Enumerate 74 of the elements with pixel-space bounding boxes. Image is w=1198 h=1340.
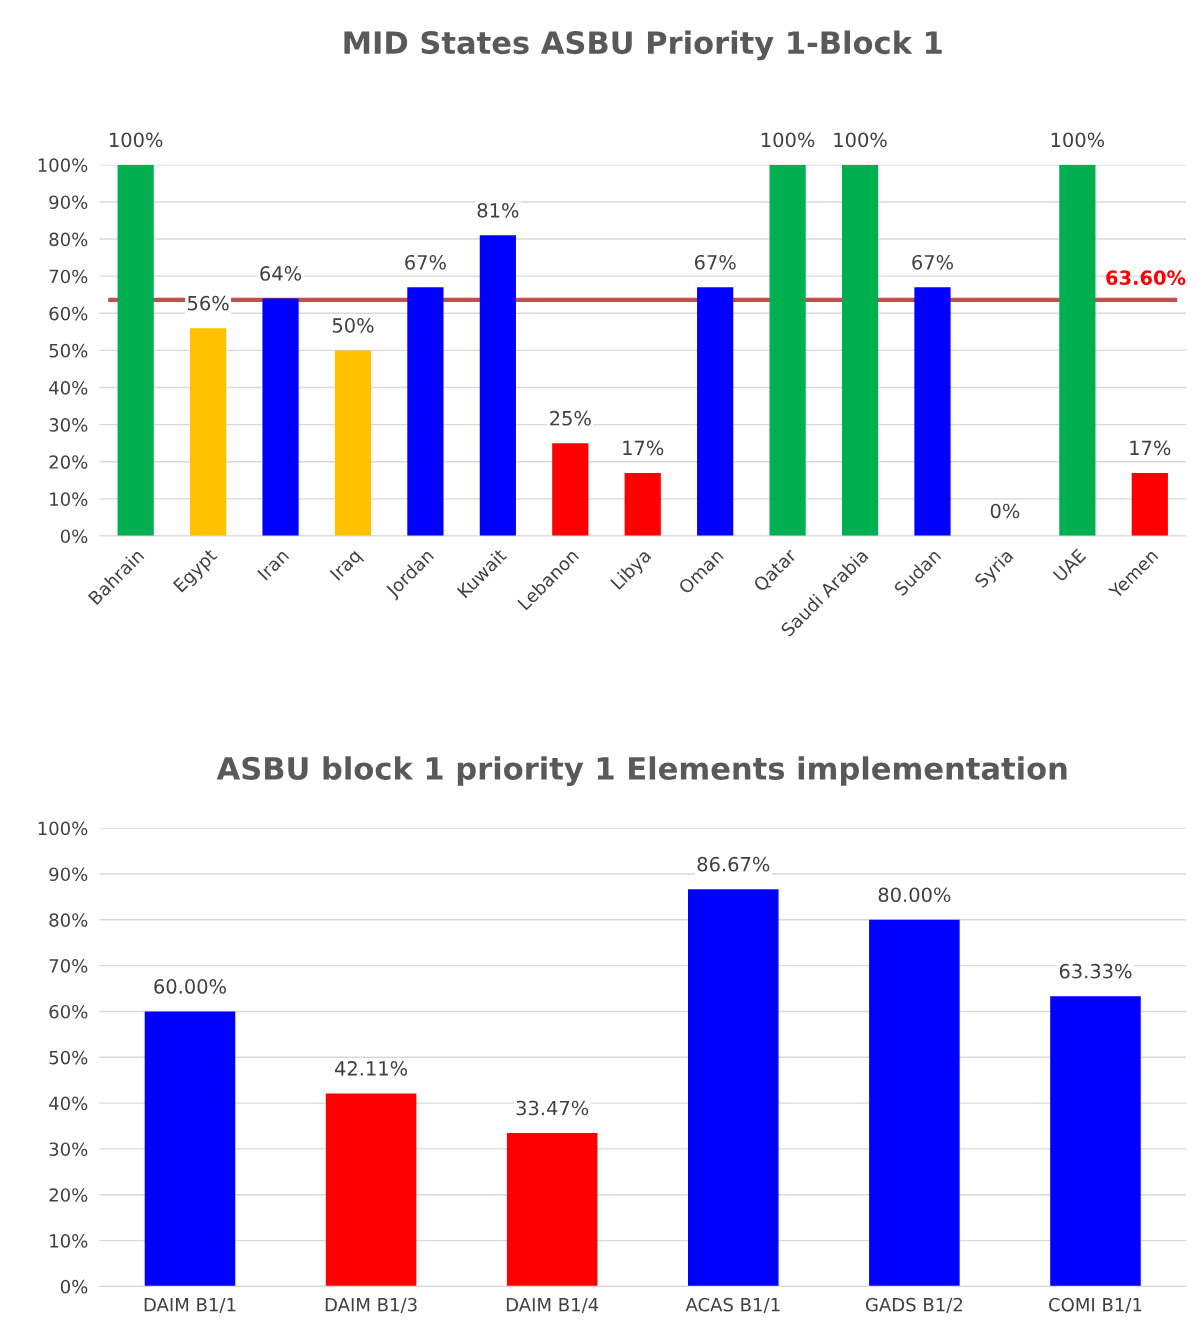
data-label: 60.00% (154, 979, 226, 994)
data-label: 42.11% (334, 1061, 408, 1076)
data-label: 17% (1130, 440, 1171, 456)
data-label: 63.33% (1059, 963, 1132, 979)
data-label: 67% (405, 254, 446, 270)
data-label: 67% (912, 254, 954, 270)
bar (869, 919, 960, 1287)
y-tick-label: 10% (50, 1234, 88, 1248)
ref-line-label: 63.60% (1106, 270, 1186, 286)
bar (624, 472, 661, 536)
bar (1131, 472, 1168, 536)
x-tick-label: COMI B1/1 (1049, 1297, 1142, 1313)
data-label: 100% (1051, 132, 1105, 148)
data-label: 81% (477, 202, 519, 218)
y-tick-label: 10% (50, 492, 88, 506)
x-tick-label: Iran (257, 548, 290, 581)
y-tick-label: 80% (49, 913, 88, 927)
y-tick-label: 50% (49, 1050, 88, 1065)
y-tick-label: 30% (49, 418, 88, 432)
data-label: 100% (834, 132, 887, 148)
y-tick-label: 60% (49, 1004, 88, 1019)
bar (325, 1093, 417, 1287)
y-tick-label: 60% (49, 306, 88, 321)
data-label: 50% (332, 318, 374, 333)
y-tick-label: 0% (60, 529, 88, 544)
data-label: 25% (550, 410, 591, 426)
data-label: 80.00% (878, 887, 951, 903)
y-tick-label: 30% (49, 1142, 88, 1157)
y-tick-label: 100% (38, 158, 88, 172)
data-label: 17% (623, 440, 664, 456)
y-tick-label: 40% (49, 380, 88, 395)
bar (1050, 996, 1141, 1287)
bar (144, 1011, 236, 1287)
y-tick-label: 90% (49, 195, 88, 210)
bar (334, 350, 372, 536)
x-tick-label: DAIM B1/1 (144, 1298, 236, 1313)
bar (189, 328, 227, 536)
bar (506, 1133, 598, 1287)
bar (552, 443, 589, 536)
bar (688, 889, 779, 1287)
data-label: 67% (694, 254, 736, 270)
data-label: 33.47% (516, 1100, 589, 1116)
data-label: 100% (109, 132, 163, 148)
bar (841, 164, 879, 536)
bar (479, 235, 516, 536)
y-tick-label: 70% (49, 959, 88, 973)
y-tick-label: 40% (49, 1096, 88, 1111)
data-label: 0% (990, 503, 1020, 519)
y-tick-label: 20% (49, 455, 88, 469)
chart-title: ASBU block 1 priority 1 Elements implementation (216, 756, 1067, 787)
y-tick-label: 50% (49, 343, 88, 358)
data-label: 100% (761, 132, 815, 148)
bar (769, 164, 806, 536)
y-tick-label: 70% (49, 269, 88, 284)
x-tick-label: GADS B1/2 (865, 1297, 963, 1313)
x-tick-label: Iraq (329, 548, 365, 584)
data-label: 86.67% (697, 856, 770, 872)
y-tick-label: 100% (38, 821, 88, 836)
bar (914, 287, 951, 536)
bar (697, 287, 734, 536)
data-label: 64% (260, 266, 302, 281)
x-tick-label: DAIM B1/3 (325, 1297, 417, 1313)
bar (407, 287, 444, 536)
chart-title: MID States ASBU Priority 1-Block 1 (344, 30, 942, 61)
bar (262, 298, 299, 536)
y-tick-label: 80% (49, 232, 88, 247)
bar (117, 164, 154, 536)
bar (1059, 164, 1096, 536)
x-tick-label: ACAS B1/1 (685, 1297, 780, 1313)
y-tick-label: 20% (49, 1188, 88, 1202)
x-tick-label: DAIM B1/4 (506, 1298, 599, 1313)
y-tick-label: 0% (60, 1279, 88, 1294)
y-tick-label: 90% (49, 867, 88, 882)
data-label: 56% (187, 295, 229, 311)
